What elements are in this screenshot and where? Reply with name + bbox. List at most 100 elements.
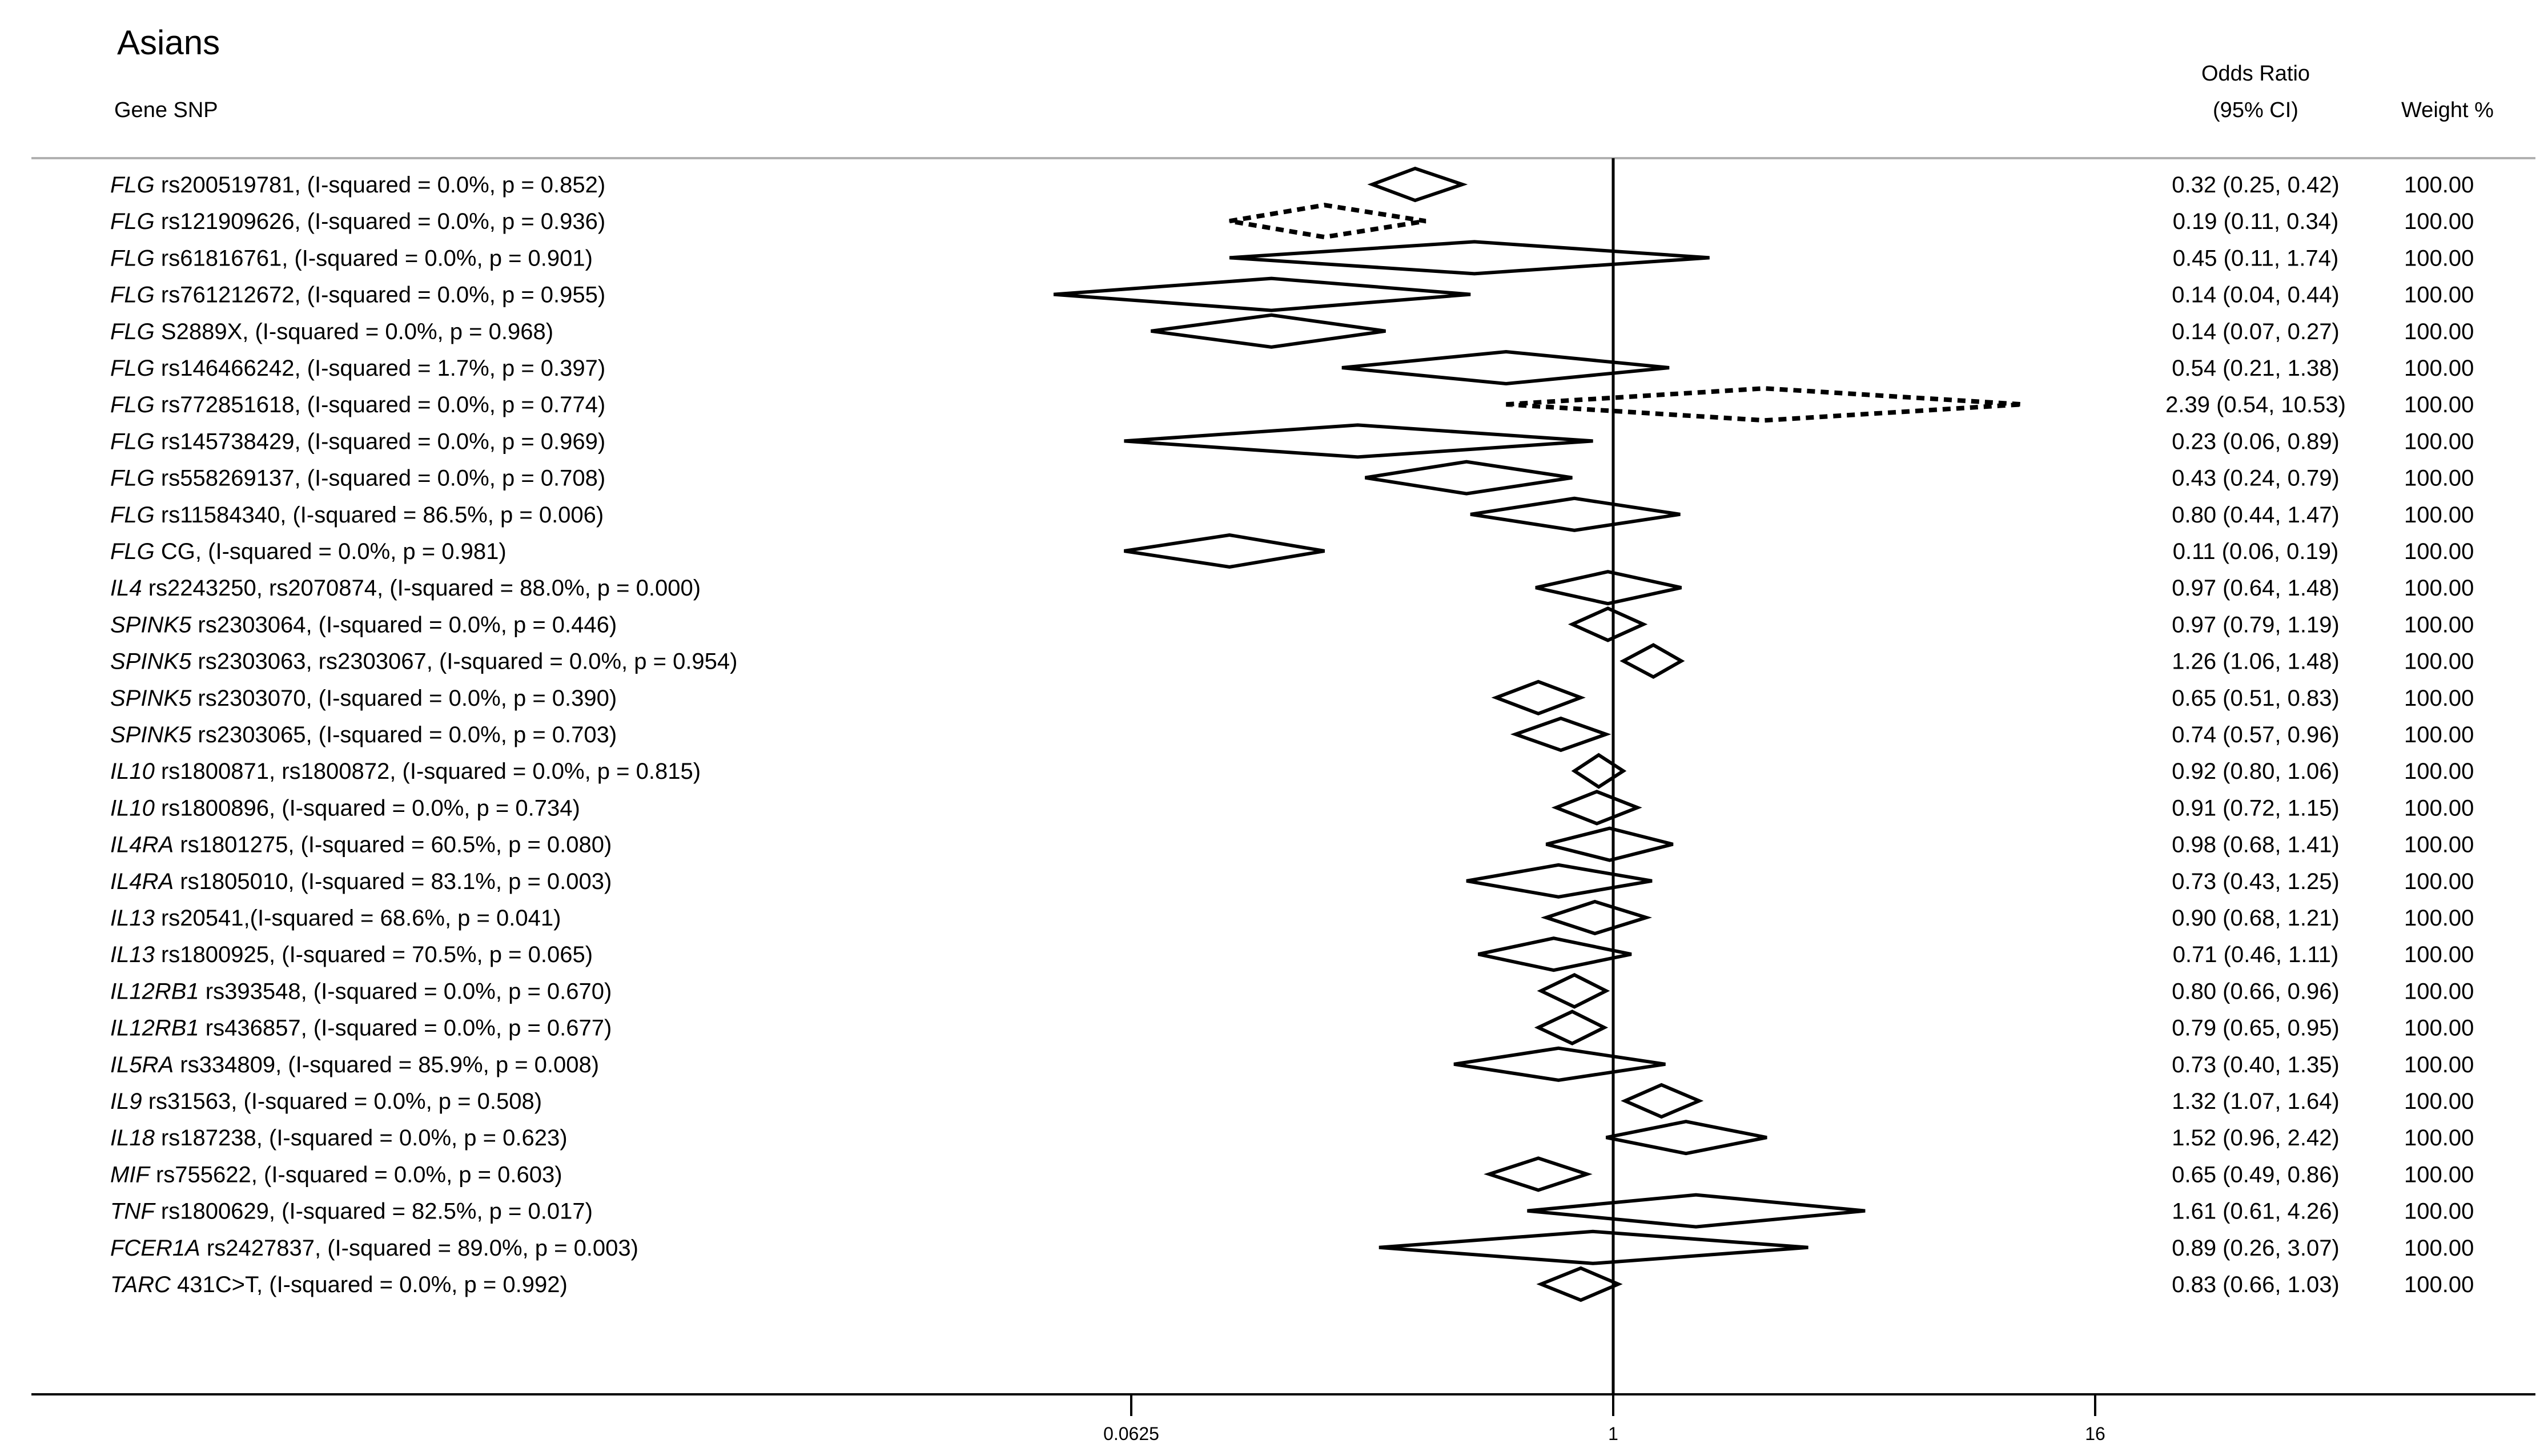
gene-name: IL12RB1 xyxy=(110,979,199,1004)
row-label: IL13 rs1800925, (I-squared = 70.5%, p = … xyxy=(110,942,593,967)
ci-value: 1.52 (0.96, 2.42) xyxy=(2172,1125,2340,1151)
effect-diamond xyxy=(1527,1193,1866,1229)
weight-value: 100.00 xyxy=(2404,686,2474,711)
ci-value: 0.14 (0.07, 0.27) xyxy=(2172,319,2340,344)
weight-value: 100.00 xyxy=(2404,1162,2474,1187)
gene-name: SPINK5 xyxy=(110,722,192,747)
effect-diamond xyxy=(1535,570,1682,606)
snp-text: rs11584340, (I-squared = 86.5%, p = 0.00… xyxy=(155,502,604,528)
weight-value: 100.00 xyxy=(2404,795,2474,820)
weight-value: 100.00 xyxy=(2404,759,2474,784)
ci-value: 0.32 (0.25, 0.42) xyxy=(2172,172,2340,198)
ci-value: 0.73 (0.40, 1.35) xyxy=(2172,1052,2340,1077)
weight-value: 100.00 xyxy=(2404,539,2474,564)
snp-text: 431C>T, (I-squared = 0.0%, p = 0.992) xyxy=(171,1272,568,1297)
ci-value: 0.90 (0.68, 1.21) xyxy=(2172,906,2340,931)
gene-name: IL4 xyxy=(110,576,142,601)
snp-text: rs334809, (I-squared = 85.9%, p = 0.008) xyxy=(174,1052,599,1077)
row-label: SPINK5 rs2303065, (I-squared = 0.0%, p =… xyxy=(110,722,617,747)
effect-diamond xyxy=(1534,1009,1609,1045)
weight-value: 100.00 xyxy=(2404,1052,2474,1077)
weight-value: 100.00 xyxy=(2404,1236,2474,1261)
snp-text: rs2303063, rs2303067, (I-squared = 0.0%,… xyxy=(191,649,737,674)
row-label: FLG rs772851618, (I-squared = 0.0%, p = … xyxy=(110,392,605,417)
weight-value: 100.00 xyxy=(2404,906,2474,931)
gene-name: FLG xyxy=(110,356,155,381)
row-label: FLG rs121909626, (I-squared = 0.0%, p = … xyxy=(110,209,605,234)
ci-value: 0.54 (0.21, 1.38) xyxy=(2172,356,2340,381)
row-label: FLG rs61816761, (I-squared = 0.0%, p = 0… xyxy=(110,246,593,271)
ci-value: 0.11 (0.06, 0.19) xyxy=(2173,539,2339,564)
gene-name: FLG xyxy=(110,429,155,454)
effect-diamond xyxy=(1151,313,1386,349)
ci-value: 0.97 (0.79, 1.19) xyxy=(2172,612,2340,637)
ci-value: 0.73 (0.43, 1.25) xyxy=(2172,869,2340,894)
effect-diamond xyxy=(1229,203,1426,240)
ci-value: 0.71 (0.46, 1.11) xyxy=(2173,942,2339,967)
snp-text: rs1805010, (I-squared = 83.1%, p = 0.003… xyxy=(174,869,612,894)
row-label: SPINK5 rs2303070, (I-squared = 0.0%, p =… xyxy=(110,686,617,711)
snp-text: rs2303070, (I-squared = 0.0%, p = 0.390) xyxy=(191,686,617,711)
row-label: FLG CG, (I-squared = 0.0%, p = 0.981) xyxy=(110,539,507,564)
gene-name: FLG xyxy=(110,246,155,271)
effect-diamond xyxy=(1365,460,1573,496)
effect-diamond xyxy=(1124,423,1593,459)
weight-value: 100.00 xyxy=(2404,1272,2474,1297)
ci-value: 0.83 (0.66, 1.03) xyxy=(2172,1272,2340,1297)
snp-text: S2889X, (I-squared = 0.0%, p = 0.968) xyxy=(155,319,553,344)
weight-value: 100.00 xyxy=(2404,502,2474,528)
weight-value: 100.00 xyxy=(2404,612,2474,637)
gene-name: MIF xyxy=(110,1162,151,1187)
weight-value: 100.00 xyxy=(2404,832,2474,858)
ci-value: 0.74 (0.57, 0.96) xyxy=(2172,722,2340,747)
effect-diamond xyxy=(1540,899,1653,936)
ci-value: 1.61 (0.61, 4.26) xyxy=(2172,1199,2340,1224)
row-label: IL18 rs187238, (I-squared = 0.0%, p = 0.… xyxy=(110,1125,568,1151)
ci-value: 0.89 (0.26, 3.07) xyxy=(2172,1236,2340,1261)
snp-text: rs393548, (I-squared = 0.0%, p = 0.670) xyxy=(199,979,612,1004)
gene-name: FLG xyxy=(110,466,155,491)
snp-text: rs436857, (I-squared = 0.0%, p = 0.677) xyxy=(199,1016,612,1041)
row-label: FLG rs558269137, (I-squared = 0.0%, p = … xyxy=(110,466,605,491)
effect-diamond xyxy=(1229,240,1710,276)
snp-text: rs61816761, (I-squared = 0.0%, p = 0.901… xyxy=(155,246,593,271)
weight-value: 100.00 xyxy=(2404,172,2474,198)
snp-text: rs2427837, (I-squared = 89.0%, p = 0.003… xyxy=(200,1236,638,1261)
effect-diamond xyxy=(1367,166,1468,203)
weight-value: 100.00 xyxy=(2404,942,2474,967)
x-tick-label: 16 xyxy=(2085,1423,2105,1444)
effect-diamond xyxy=(1571,753,1627,789)
snp-text: rs121909626, (I-squared = 0.0%, p = 0.93… xyxy=(155,209,605,234)
weight-value: 100.00 xyxy=(2404,392,2474,417)
gene-name: FLG xyxy=(110,209,155,234)
ci-value: 1.26 (1.06, 1.48) xyxy=(2172,649,2340,674)
x-axis-ticks: 0.0625 1 16 xyxy=(1103,1394,2105,1444)
weight-value: 100.00 xyxy=(2404,1089,2474,1114)
ci-value: 0.65 (0.49, 0.86) xyxy=(2172,1162,2340,1187)
gene-name: IL13 xyxy=(110,906,155,931)
header-ci: (95% CI) xyxy=(2213,98,2298,122)
effect-diamond xyxy=(1124,533,1325,569)
row-label: IL4RA rs1801275, (I-squared = 60.5%, p =… xyxy=(110,832,612,858)
gene-name: FLG xyxy=(110,539,155,564)
weight-value: 100.00 xyxy=(2404,466,2474,491)
snp-text: rs1801275, (I-squared = 60.5%, p = 0.080… xyxy=(174,832,612,858)
effect-diamond xyxy=(1536,1266,1623,1302)
row-label: FLG rs761212672, (I-squared = 0.0%, p = … xyxy=(110,283,605,308)
row-label: IL4 rs2243250, rs2070874, (I-squared = 8… xyxy=(110,576,701,601)
effect-diamond xyxy=(1510,716,1611,753)
snp-text: rs558269137, (I-squared = 0.0%, p = 0.70… xyxy=(155,466,605,491)
effect-diamond xyxy=(1537,973,1610,1009)
ci-value: 0.65 (0.51, 0.83) xyxy=(2172,686,2340,711)
snp-text: rs755622, (I-squared = 0.0%, p = 0.603) xyxy=(150,1162,562,1187)
gene-name: SPINK5 xyxy=(110,612,192,637)
ci-value: 0.45 (0.11, 1.74) xyxy=(2173,246,2339,271)
gene-name: FLG xyxy=(110,283,155,308)
row-label: FLG rs145738429, (I-squared = 0.0%, p = … xyxy=(110,429,605,454)
gene-name: TARC xyxy=(110,1272,171,1297)
row-label: IL4RA rs1805010, (I-squared = 83.1%, p =… xyxy=(110,869,612,894)
row-label: IL13 rs20541,(I-squared = 68.6%, p = 0.0… xyxy=(110,906,561,931)
gene-name: IL4RA xyxy=(110,869,174,894)
row-label: FLG S2889X, (I-squared = 0.0%, p = 0.968… xyxy=(110,319,553,344)
